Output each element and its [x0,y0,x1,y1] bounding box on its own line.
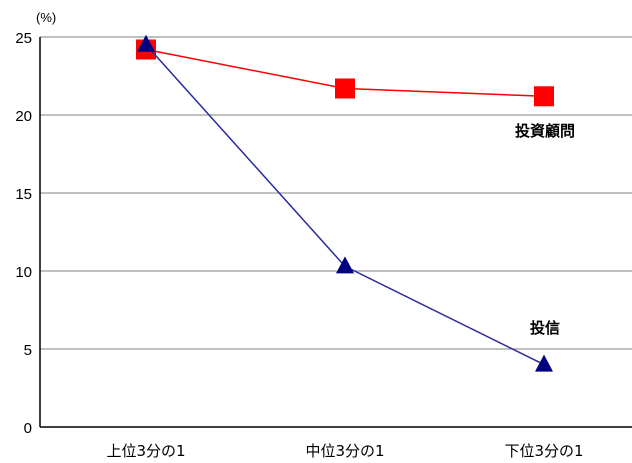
x-category-label: 下位3分の1 [504,442,583,460]
series-triangle: 投信 [137,34,560,372]
y-axis-unit-label: (%) [36,10,56,25]
data-point-square [534,86,554,107]
series-label: 投信 [530,319,560,337]
y-tick-labels: 0 5 10 15 20 25 [15,30,32,437]
x-category-label: 上位3分の1 [106,442,185,460]
series-square: 投資顧問 [136,39,575,140]
data-point-triangle [336,256,354,274]
data-point-triangle [535,354,553,372]
y-tick-label: 15 [15,186,32,203]
x-category-label: 中位3分の1 [305,442,384,460]
axes [39,37,632,428]
gridlines [40,36,632,350]
data-point-triangle [137,34,155,52]
y-tick-label: 25 [15,30,32,47]
x-category-labels: 上位3分の1 中位3分の1 下位3分の1 [106,442,583,460]
y-tick-label: 10 [15,264,32,281]
data-point-square [335,78,355,99]
y-tick-label: 20 [15,108,32,125]
y-tick-label: 0 [24,420,32,437]
y-tick-label: 5 [24,342,32,359]
series-label: 投資顧問 [515,122,575,140]
